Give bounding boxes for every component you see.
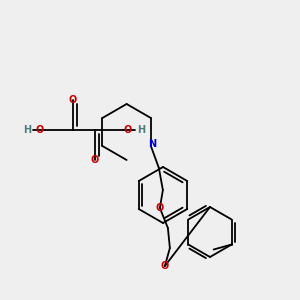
Text: O: O: [156, 203, 164, 213]
Text: H: H: [137, 125, 145, 135]
Text: H: H: [23, 125, 31, 135]
Text: O: O: [124, 125, 132, 135]
Text: N: N: [148, 139, 156, 149]
Text: O: O: [91, 155, 99, 165]
Text: O: O: [36, 125, 44, 135]
Text: O: O: [161, 261, 169, 271]
Text: O: O: [69, 95, 77, 105]
